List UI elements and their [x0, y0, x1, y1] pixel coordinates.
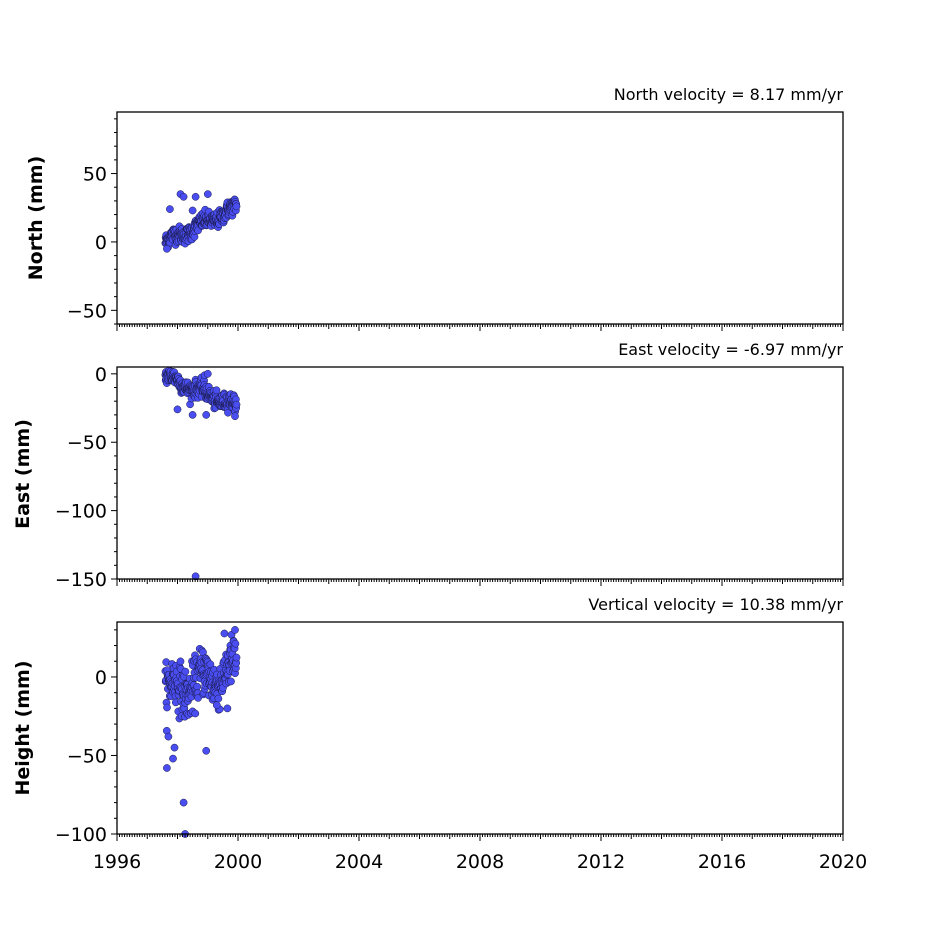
- north-y-axis-label: North (mm): [25, 156, 47, 281]
- height-data-point: [169, 754, 177, 763]
- height-points: [161, 626, 241, 838]
- east-data-point: [202, 411, 211, 419]
- height-data-point: [163, 703, 171, 712]
- north-y-tick-label: 0: [95, 232, 107, 254]
- east-data-point: [173, 405, 182, 414]
- north-velocity-title: North velocity = 8.17 mm/yr: [614, 85, 844, 104]
- height-data-point: [231, 626, 239, 634]
- height-data-point: [163, 764, 171, 772]
- panel-north: North velocity = 8.17 mm/yr North (mm) 5…: [25, 85, 844, 331]
- x-tick-label: 2012: [577, 851, 625, 873]
- height-data-point: [220, 629, 229, 638]
- east-data-point: [203, 369, 212, 378]
- x-tick-label: 2008: [456, 851, 504, 873]
- height-data-point: [202, 746, 211, 755]
- x-tick-label: 2000: [214, 851, 262, 873]
- height-data-point: [176, 657, 185, 666]
- height-data-point: [164, 732, 173, 741]
- panel-height: Vertical velocity = 10.38 mm/yr Height (…: [12, 595, 867, 873]
- height-data-point: [170, 743, 179, 752]
- north-data-point: [203, 190, 212, 198]
- height-data-point: [214, 694, 223, 703]
- east-data-point: [188, 411, 197, 419]
- north-data-point: [163, 244, 171, 253]
- east-velocity-title: East velocity = -6.97 mm/yr: [618, 340, 843, 359]
- height-data-point: [191, 709, 200, 718]
- height-data-point: [227, 677, 235, 686]
- east-data-point: [232, 400, 241, 409]
- height-y-tick-label: −50: [67, 745, 107, 767]
- north-data-point: [188, 206, 197, 215]
- east-points: [161, 366, 241, 581]
- x-tick-label: 1996: [93, 851, 141, 873]
- north-data-point: [191, 192, 200, 201]
- north-data-point: [232, 202, 241, 211]
- east-data-point: [231, 412, 239, 421]
- east-y-axis-label: East (mm): [12, 419, 34, 529]
- x-tick-label: 2020: [819, 851, 867, 873]
- north-y-tick-label: −50: [67, 300, 107, 322]
- height-y-axis-label: Height (mm): [12, 660, 34, 795]
- height-data-point: [181, 667, 190, 676]
- height-data-point: [212, 701, 221, 710]
- east-y-tick-label: −100: [55, 501, 107, 523]
- north-data-point: [166, 205, 174, 213]
- height-data-point: [193, 682, 202, 691]
- north-points: [161, 190, 241, 253]
- x-tick-label: 2004: [335, 851, 383, 873]
- height-y-tick-label: 0: [95, 667, 107, 689]
- north-y-tick-label: 50: [83, 164, 107, 186]
- height-data-point: [223, 704, 232, 713]
- east-data-point: [212, 386, 221, 395]
- x-tick-label: 2016: [698, 851, 746, 873]
- panel-east: East velocity = -6.97 mm/yr East (mm) 0 −…: [12, 340, 844, 591]
- height-data-point: [231, 639, 240, 648]
- height-y-tick-label: −100: [55, 824, 107, 846]
- north-data-point: [179, 192, 188, 201]
- vertical-velocity-title: Vertical velocity = 10.38 mm/yr: [588, 595, 843, 614]
- east-y-tick-label: −150: [55, 569, 107, 591]
- east-y-tick-label: −50: [67, 432, 107, 454]
- east-y-tick-label: 0: [95, 364, 107, 386]
- height-data-point: [232, 653, 241, 662]
- height-data-point: [179, 798, 188, 807]
